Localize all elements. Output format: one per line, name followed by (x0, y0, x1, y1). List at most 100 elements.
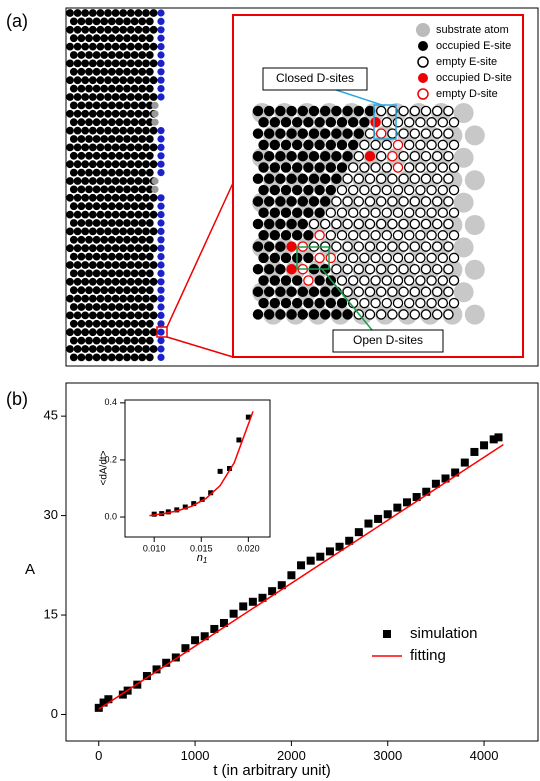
atom (130, 51, 139, 59)
site (387, 218, 398, 230)
open-site-box (296, 246, 330, 270)
atom (66, 76, 74, 85)
atom-strip (66, 9, 165, 362)
atom (142, 42, 150, 51)
atom (119, 261, 128, 269)
site (431, 309, 443, 320)
site (437, 184, 449, 196)
site (409, 263, 421, 275)
atom (130, 252, 139, 261)
site (336, 207, 348, 218)
site (392, 230, 404, 241)
y-tick-label: 0.4 (104, 397, 117, 407)
atom (100, 252, 109, 261)
edge-atom (157, 9, 165, 17)
atom (149, 76, 158, 85)
atom (123, 151, 131, 160)
substrate-atom (464, 215, 485, 235)
atom (111, 109, 120, 118)
x-tick-label: 0.015 (190, 544, 213, 554)
atom (77, 151, 86, 160)
atom (96, 42, 105, 51)
atom (119, 76, 128, 85)
atom (134, 244, 143, 253)
atom (100, 151, 109, 160)
atom (69, 235, 78, 244)
atom (134, 294, 143, 303)
atom (85, 151, 93, 160)
atom (81, 126, 90, 135)
site (308, 309, 320, 320)
atom (138, 118, 147, 127)
atom (130, 286, 139, 295)
site (364, 196, 376, 207)
data-point (208, 490, 214, 496)
atom (134, 109, 143, 118)
atom (92, 185, 101, 194)
atom (81, 109, 90, 118)
atom (85, 269, 93, 278)
data-point (236, 437, 242, 443)
site (443, 173, 454, 185)
panel-label: (b) (6, 389, 28, 409)
inset-x-label-sub: 1 (203, 556, 207, 565)
atom (111, 277, 120, 286)
site (409, 286, 421, 298)
atom (145, 202, 154, 211)
atom (100, 118, 109, 127)
edge-atom (157, 211, 165, 219)
atom (119, 109, 128, 118)
site (387, 150, 398, 162)
atom (81, 76, 90, 85)
site (381, 117, 393, 128)
substrate-atom (453, 237, 474, 258)
data-point (489, 435, 498, 444)
legend-marker (417, 56, 429, 68)
inset-x-axis-label: n1 (197, 552, 208, 565)
data-point (393, 503, 402, 512)
edge-atom (157, 269, 165, 277)
site (308, 128, 320, 139)
edge-atom (151, 101, 159, 109)
site (347, 207, 359, 218)
site (286, 241, 297, 252)
site (325, 207, 337, 218)
atom (123, 67, 131, 76)
site (370, 184, 381, 196)
data-point (227, 466, 233, 471)
site (303, 139, 314, 151)
atom (66, 227, 74, 236)
site (303, 275, 314, 286)
atom (149, 227, 158, 236)
atom (111, 160, 120, 169)
site (297, 128, 309, 139)
site (258, 139, 269, 151)
y-tick-label: 0.2 (104, 454, 117, 464)
atom (69, 84, 78, 93)
site (415, 117, 426, 128)
site (415, 230, 426, 241)
zoom-line (166, 182, 234, 328)
site (403, 207, 415, 218)
atom (77, 219, 86, 227)
atom (119, 126, 128, 135)
atom (138, 286, 147, 295)
atom (126, 109, 135, 118)
site (297, 218, 309, 230)
site (353, 241, 365, 252)
atom (66, 93, 74, 101)
site (331, 309, 342, 320)
atom (77, 17, 86, 26)
atom (126, 294, 135, 303)
site (269, 139, 281, 151)
atom (77, 353, 86, 362)
site (252, 173, 264, 185)
site (370, 162, 381, 173)
atom (92, 84, 101, 93)
callout-label: Closed D-sites (276, 71, 354, 85)
atom (66, 294, 74, 303)
atom (77, 303, 86, 311)
site (392, 207, 404, 218)
edge-atom (157, 43, 165, 51)
atom (100, 286, 109, 295)
